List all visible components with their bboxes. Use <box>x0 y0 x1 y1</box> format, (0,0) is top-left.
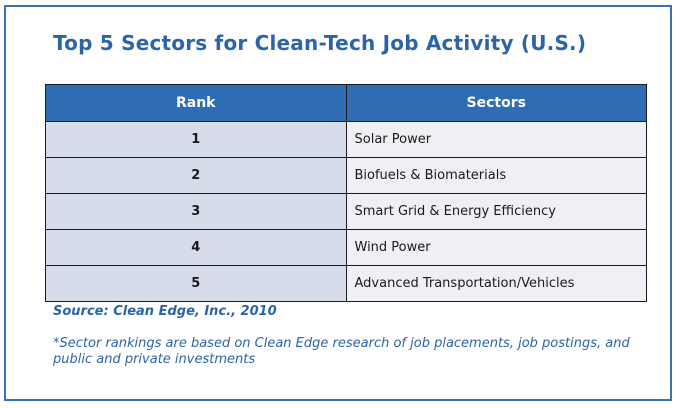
footnote: *Sector rankings are based on Clean Edge… <box>53 336 630 367</box>
table-header-row: Rank Sectors <box>45 84 647 122</box>
page-title: Top 5 Sectors for Clean-Tech Job Activit… <box>53 31 587 55</box>
table-row: 3 Smart Grid & Energy Efficiency <box>45 193 647 230</box>
document-frame: Top 5 Sectors for Clean-Tech Job Activit… <box>4 5 672 401</box>
rank-cell: 2 <box>45 157 347 194</box>
column-header-sectors: Sectors <box>345 84 647 122</box>
rank-cell: 4 <box>45 229 347 266</box>
sector-cell: Smart Grid & Energy Efficiency <box>345 193 647 230</box>
sectors-table: Rank Sectors 1 Solar Power 2 Biofuels & … <box>45 84 647 302</box>
table-row: 2 Biofuels & Biomaterials <box>45 157 647 194</box>
source-citation: Source: Clean Edge, Inc., 2010 <box>53 304 277 319</box>
sector-cell: Wind Power <box>345 229 647 266</box>
table-row: 4 Wind Power <box>45 229 647 266</box>
rank-cell: 3 <box>45 193 347 230</box>
sector-cell: Advanced Transportation/Vehicles <box>345 265 647 302</box>
sector-cell: Solar Power <box>345 121 647 158</box>
rank-cell: 1 <box>45 121 347 158</box>
table-row: 5 Advanced Transportation/Vehicles <box>45 265 647 302</box>
column-header-rank: Rank <box>45 84 347 122</box>
rank-cell: 5 <box>45 265 347 302</box>
sector-cell: Biofuels & Biomaterials <box>345 157 647 194</box>
table-row: 1 Solar Power <box>45 121 647 158</box>
